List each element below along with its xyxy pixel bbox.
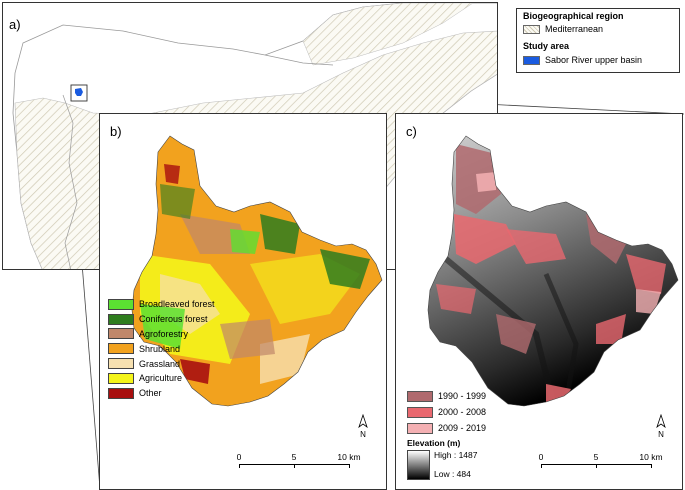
elevation-title: Elevation (m) [407, 438, 461, 448]
legend-item-coniferous-forest: Coniferous forest [108, 312, 215, 327]
north-arrow-icon [656, 413, 666, 429]
swatch [108, 343, 134, 355]
legend-region-heading: Biogeographical region [523, 11, 624, 21]
scale-tick-label: 10 km [639, 452, 663, 462]
north-arrow-icon [358, 413, 368, 429]
legend-item-shrubland: Shrubland [108, 341, 215, 356]
legend-label: Shrubland [139, 343, 181, 354]
swatch [108, 298, 134, 310]
north-arrow: N [654, 413, 668, 439]
legend-label: 1990 - 1999 [438, 391, 487, 401]
scale-bar: 0 5 10 km [234, 452, 361, 472]
swatch [108, 387, 134, 399]
legend-label: Other [139, 388, 162, 399]
swatch [523, 55, 540, 65]
panel-label: b) [110, 124, 122, 139]
elevation-map [427, 135, 679, 407]
swatch [523, 24, 540, 34]
land-cover-legend: Broadleaved forest Coniferous forest Agrof… [108, 297, 215, 401]
elevation-low-label: Low : 484 [434, 469, 471, 479]
legend-label: Sabor River upper basin [545, 55, 643, 65]
elevation-color-ramp [407, 450, 430, 480]
scale-bar: 0 5 10 km [536, 452, 663, 472]
legend-label: Agriculture [139, 373, 183, 384]
swatch [407, 422, 433, 434]
legend-item-agroforestry: Agroforestry [108, 327, 215, 342]
legend-item-2009-2019: 2009 - 2019 [407, 420, 486, 436]
north-label: N [658, 430, 664, 439]
swatch [108, 313, 134, 325]
legend-item-other: Other [108, 386, 215, 401]
elevation-high-label: High : 1487 [434, 450, 478, 460]
panel-label: a) [9, 17, 21, 32]
scale-tick-label: 10 km [337, 452, 361, 462]
legend-item-study-area: Sabor River upper basin [523, 55, 642, 65]
legend-item-mediterranean: Mediterranean [523, 24, 603, 34]
legend-label: Grassland [139, 358, 181, 369]
legend-item-1990-1999: 1990 - 1999 [407, 388, 486, 404]
scale-tick-label: 0 [236, 452, 242, 462]
scale-tick-label: 5 [593, 452, 599, 462]
fire-period-legend: 1990 - 1999 2000 - 2008 2009 - 2019 [407, 388, 486, 436]
legend-item-grassland: Grassland [108, 356, 215, 371]
legend-label: Coniferous forest [139, 314, 208, 325]
legend-label: Mediterranean [545, 24, 604, 34]
land-cover-map-panel: b) [99, 113, 387, 490]
north-arrow: N [356, 413, 370, 439]
legend-label: 2000 - 2008 [438, 407, 487, 417]
scale-tick-label: 0 [538, 452, 544, 462]
legend-label: 2009 - 2019 [438, 423, 487, 433]
overview-legend: Biogeographical region Mediterranean Stu… [516, 8, 680, 73]
swatch [108, 372, 134, 384]
legend-item-broadleaved-forest: Broadleaved forest [108, 297, 215, 312]
scale-tick-label: 5 [291, 452, 297, 462]
swatch [108, 358, 134, 370]
study-area-marker [75, 88, 83, 96]
swatch [108, 328, 134, 340]
legend-label: Broadleaved forest [139, 299, 215, 310]
elevation-fire-map-panel: c) [395, 113, 683, 490]
legend-item-agriculture: Agriculture [108, 371, 215, 386]
legend-item-2000-2008: 2000 - 2008 [407, 404, 486, 420]
panel-label: c) [406, 124, 417, 139]
north-label: N [360, 430, 366, 439]
swatch [407, 390, 433, 402]
legend-label: Agroforestry [139, 328, 189, 339]
legend-study-heading: Study area [523, 41, 570, 51]
swatch [407, 406, 433, 418]
land-cover-map [131, 135, 383, 407]
